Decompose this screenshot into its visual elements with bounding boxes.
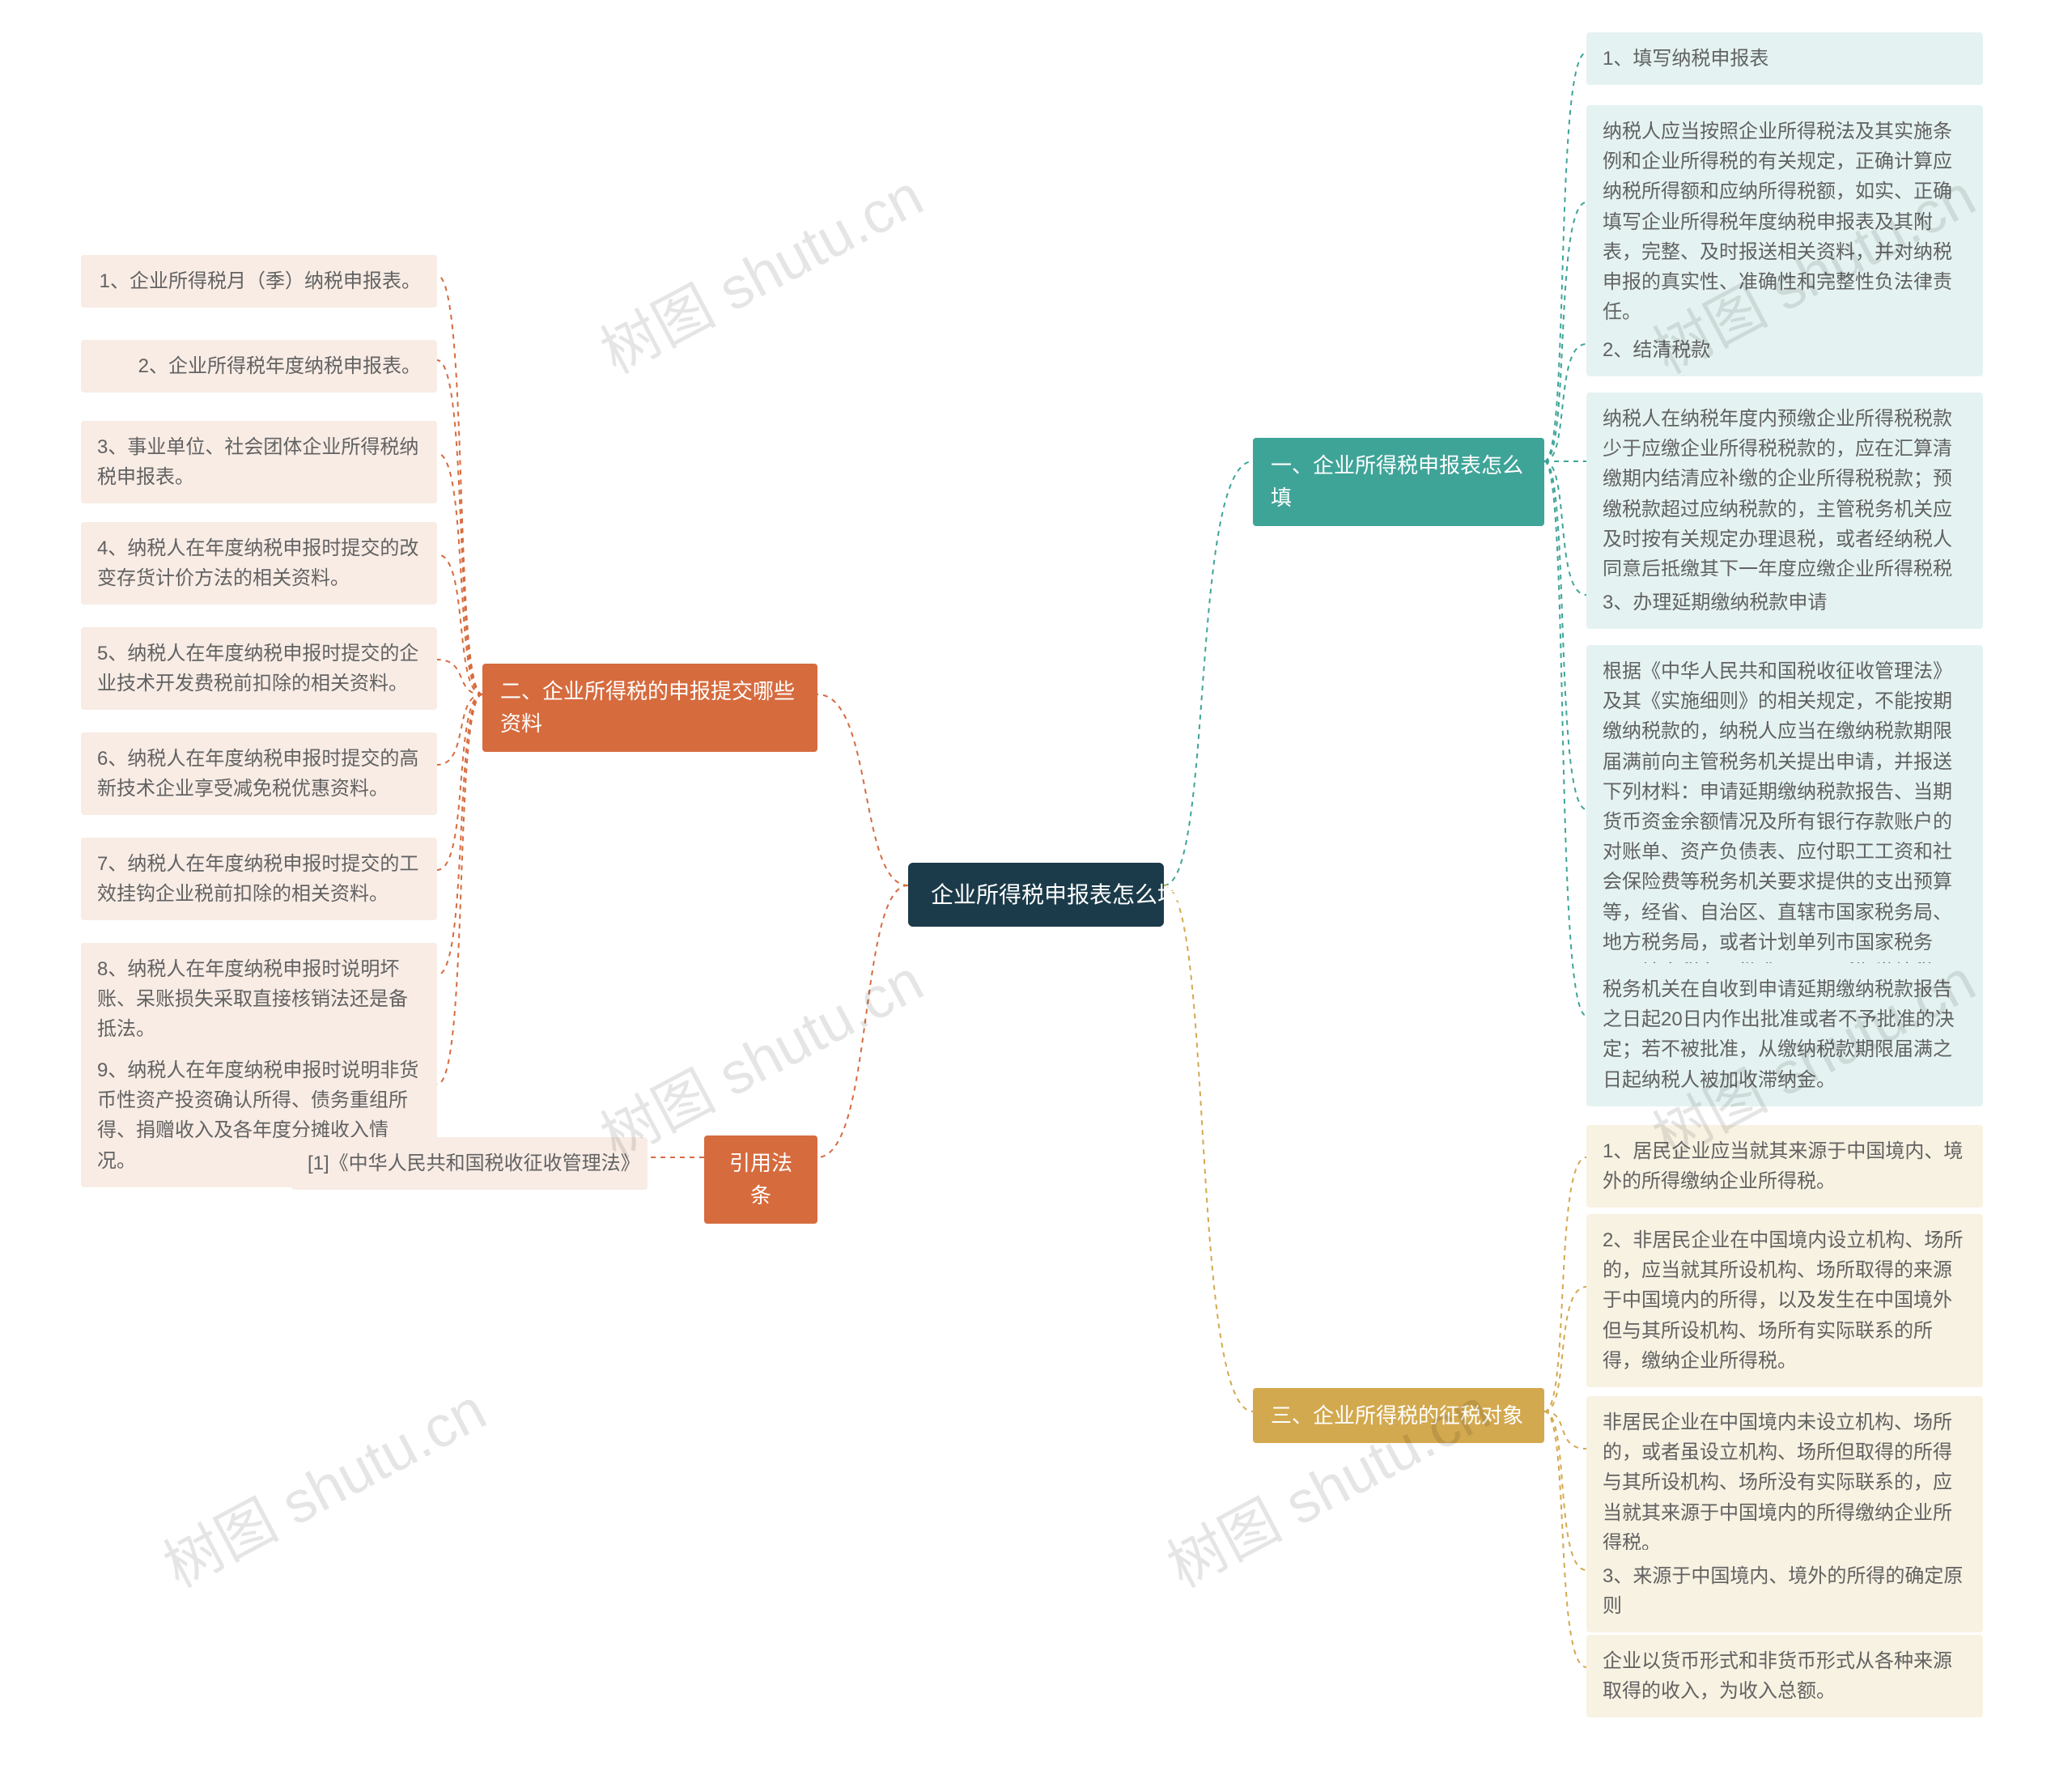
branch-b4[interactable]: 引用法条 — [704, 1135, 817, 1224]
leaf-b2-6[interactable]: 6、纳税人在年度纳税申报时提交的高新技术企业享受减免税优惠资料。 — [81, 732, 437, 815]
leaf-b2-1[interactable]: 1、企业所得税月（季）纳税申报表。 — [81, 255, 437, 308]
root-node[interactable]: 企业所得税申报表怎么填 — [908, 863, 1164, 927]
leaf-b4-1[interactable]: [1]《中华人民共和国税收征收管理法》 — [291, 1137, 648, 1190]
leaf-b3-3[interactable]: 非居民企业在中国境内未设立机构、场所的，或者虽设立机构、场所但取得的所得与其所设… — [1586, 1396, 1983, 1569]
leaf-b2-4[interactable]: 4、纳税人在年度纳税申报时提交的改变存货计价方法的相关资料。 — [81, 522, 437, 605]
leaf-b2-8[interactable]: 8、纳税人在年度纳税申报时说明坏账、呆账损失采取直接核销法还是备抵法。 — [81, 943, 437, 1056]
mindmap-canvas: 企业所得税申报表怎么填 一、企业所得税申报表怎么填 三、企业所得税的征税对象 二… — [0, 0, 2072, 1770]
branch-b3[interactable]: 三、企业所得税的征税对象 — [1253, 1388, 1544, 1443]
leaf-b1-5[interactable]: 3、办理延期缴纳税款申请 — [1586, 576, 1983, 629]
leaf-b1-7[interactable]: 税务机关在自收到申请延期缴纳税款报告之日起20日内作出批准或者不予批准的决定；若… — [1586, 963, 1983, 1106]
branch-b1[interactable]: 一、企业所得税申报表怎么填 — [1253, 438, 1544, 526]
leaf-b2-7[interactable]: 7、纳税人在年度纳税申报时提交的工效挂钩企业税前扣除的相关资料。 — [81, 838, 437, 920]
watermark: 树图 shutu.cn — [584, 149, 935, 389]
leaf-b1-3[interactable]: 2、结清税款 — [1586, 324, 1983, 376]
leaf-b3-2[interactable]: 2、非居民企业在中国境内设立机构、场所的，应当就其所设机构、场所取得的来源于中国… — [1586, 1214, 1983, 1387]
leaf-b3-1[interactable]: 1、居民企业应当就其来源于中国境内、境外的所得缴纳企业所得税。 — [1586, 1125, 1983, 1208]
leaf-b3-4[interactable]: 3、来源于中国境内、境外的所得的确定原则 — [1586, 1550, 1983, 1632]
leaf-b2-3[interactable]: 3、事业单位、社会团体企业所得税纳税申报表。 — [81, 421, 437, 503]
leaf-b1-2[interactable]: 纳税人应当按照企业所得税法及其实施条例和企业所得税的有关规定，正确计算应纳税所得… — [1586, 105, 1983, 338]
leaf-b1-1[interactable]: 1、填写纳税申报表 — [1586, 32, 1983, 85]
watermark: 树图 shutu.cn — [146, 1363, 498, 1603]
leaf-b2-5[interactable]: 5、纳税人在年度纳税申报时提交的企业技术开发费税前扣除的相关资料。 — [81, 627, 437, 710]
leaf-b3-5[interactable]: 企业以货币形式和非货币形式从各种来源取得的收入，为收入总额。 — [1586, 1635, 1983, 1717]
branch-b2[interactable]: 二、企业所得税的申报提交哪些资料 — [482, 664, 817, 752]
leaf-b2-2[interactable]: 2、企业所得税年度纳税申报表。 — [81, 340, 437, 393]
